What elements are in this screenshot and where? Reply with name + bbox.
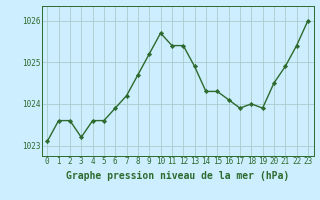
X-axis label: Graphe pression niveau de la mer (hPa): Graphe pression niveau de la mer (hPa) <box>66 171 289 181</box>
